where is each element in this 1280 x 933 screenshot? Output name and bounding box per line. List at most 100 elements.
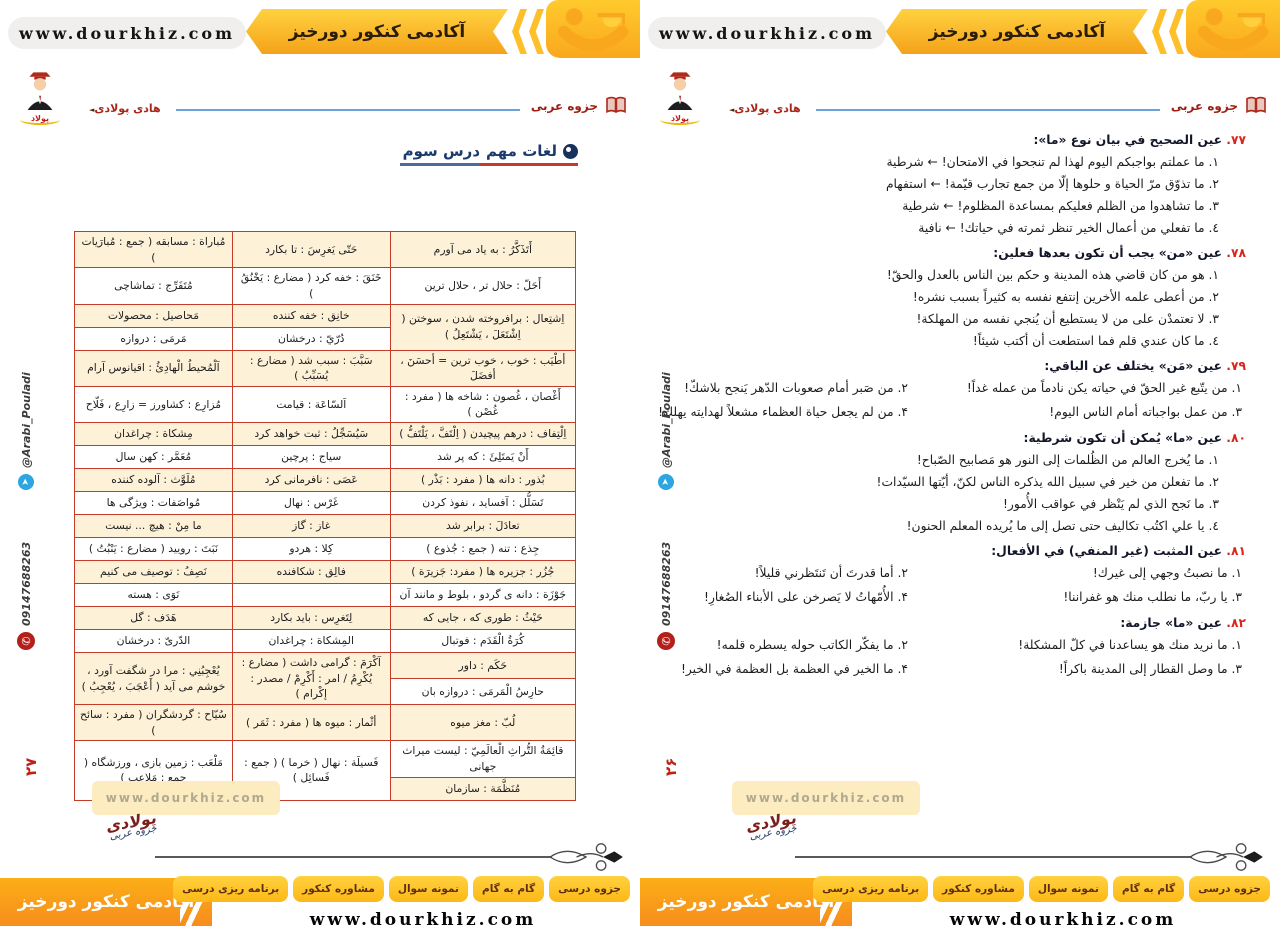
question-option: ١. ما نريد منك هو يساعدنا في كلّ المشكلة… — [1018, 638, 1242, 652]
vocab-cell: قائِمَةُ التُّراثِ الْعالَمِيّ : لیست می… — [389, 740, 577, 778]
page-header: جزوه عربی هادی پولادی پولاد — [8, 72, 630, 128]
vocab-table: أَتَذَكَّرُ : به یاد می آورم حَتّی یَغرِس… — [74, 230, 577, 801]
vocab-cell: کُرَةُ الْقَدَم : فوتبال — [389, 629, 577, 654]
vocab-cell: عَصَی : نافرمانی کرد — [231, 468, 391, 493]
vocab-cell: دُرّيّ : درخشان — [231, 326, 391, 351]
vocab-cell: حَیْثُ : طوری که ، جایی که — [389, 606, 577, 631]
vocab-cell: غاز : گاز — [231, 514, 391, 539]
vocab-cell: أَحَلّ : حلال تر ، حلال ترین — [389, 267, 577, 305]
vocab-cell: سَیُسَجِّلُ : ثبت خواهد کرد — [231, 422, 391, 447]
vocab-cell: أَغْصان ، غُصون : شاخه ها ( مفرد : غُصْن… — [389, 385, 577, 424]
footer-tab: مشاوره کنکور — [933, 876, 1024, 902]
vocab-cell: جِذع : تنه ( جمع : جُذوع ) — [389, 537, 577, 562]
vocab-cell: آکْرَمَ : گرامی داشت ( مضارع : یُکْرِمُ … — [231, 652, 391, 706]
question-option: ٢. من صَبر أمام صعوبات الدّهر يَنجح بلاش… — [684, 381, 908, 395]
vocab-cell: مُواصَفات : ویژگی ها — [74, 491, 233, 516]
question: ٧٧. عين الصحيح في بيان نوع «ما»: ١. ما عم… — [656, 129, 1246, 239]
page-number: ۲۶ — [662, 757, 680, 776]
book-icon — [1246, 96, 1266, 114]
vocab-cell: سَبَّبَ : سبب شد ( مضارع : یُسَبِّبُ ) — [231, 349, 391, 387]
vocab-cell: مَرمَی : دروازه — [74, 326, 233, 351]
booklet-title: جزوه عربی — [1170, 99, 1238, 113]
site-url-pill: www.dourkhiz.com — [8, 17, 246, 49]
pouladi-mascot-icon: پولاد — [660, 70, 700, 126]
question-option: ۴. الأُمّهاتُ لا يَصرخن على الأبناء الصُ… — [704, 590, 908, 604]
watermark: www.dourkhiz.com — [92, 781, 280, 815]
question-option: ١. هو من كان قاضي هذه المدينة و حكم بين … — [886, 268, 1219, 282]
vocab-cell: تعادَلَ : برابر شد — [389, 514, 577, 539]
header-divider — [816, 109, 1160, 111]
vocab-cell: غَرْس : نهال — [231, 491, 391, 516]
footer-tab: مشاوره کنکور — [293, 876, 384, 902]
vocab-cell: مُلَوَّث : آلوده کننده — [74, 468, 233, 493]
chevron-icon — [1152, 9, 1167, 54]
question-number: ٨١. — [1222, 544, 1246, 558]
vocab-cell: أثْمار : میوه ها ( مفرد : ثَمَر ) — [231, 704, 391, 742]
question: ٨١. عين المثبت (غير المنفي) في الأفعال: ١… — [656, 540, 1246, 608]
author-name: هادی پولادی — [86, 102, 160, 115]
question-stem: ٧٧. عين الصحيح في بيان نوع «ما»: — [1033, 133, 1246, 147]
question-option: ١. ما يُخرج العالم من الظُلمات إلى النور… — [916, 453, 1219, 467]
vocab-cell: المِشکاة : چراغدان — [231, 629, 391, 654]
telegram-icon: ➤ — [18, 474, 34, 490]
vocab-cell: لِتَغرِس : باید بکارد — [231, 606, 391, 631]
flourish-icon — [1188, 843, 1263, 871]
vocab-cell: یُعْجِبُنِي : مرا در شگفت آورد ، خوشم می… — [74, 652, 233, 706]
lesson-title-accent: درس سوم — [402, 142, 481, 160]
question-option: ٤. ما كان عندي قلم فما استطعت أن أكتب شي… — [972, 334, 1219, 348]
academy-ribbon: آکادمی کنکور دورخیز — [886, 9, 1148, 54]
book-icon — [606, 96, 626, 114]
vocab-cell: تَسَلُّل : آفساید ، نفوذ کردن — [389, 491, 577, 516]
vocab-cell: سُیّاح : گردشگران ( مفرد : سائح ) — [74, 704, 233, 742]
phone-icon: ✆ — [17, 632, 35, 650]
ornament-rule — [155, 856, 552, 858]
footer-tab: جزوه درسی — [1189, 876, 1270, 902]
vocab-cell: مُعَمَّر : کهن سال — [74, 445, 233, 470]
phone-icon: ✆ — [657, 632, 675, 650]
vocab-cell: ما مِنْ : هیچ ... نیست — [74, 514, 233, 539]
vocab-cell: خَنَقَ : خفه کرد ( مضارع : یَخْنُقُ ) — [231, 267, 391, 305]
academy-ribbon: آکادمی کنکور دورخیز — [246, 9, 508, 54]
question-option: ٢. من أعطى علمه الأخرين إنتفع نفسه به كث… — [912, 290, 1219, 304]
question-stem: ٨٠. عين «ما» يُمكن أن تكون شرطية: — [1023, 431, 1246, 445]
vocab-cell: الدّریّ : درخشان — [74, 629, 233, 654]
dourkhiz-smiley-logo-icon — [546, 0, 640, 58]
question-stem: ٧٨. عين «من» يجب أن تكون بعدها فعلين: — [993, 246, 1246, 260]
lesson-title: لغات مهم درس سوم — [400, 142, 578, 166]
question-number: ٧٧. — [1222, 133, 1246, 147]
question-option: ١. من يتّبع غير الحقّ في حياته يكن نادما… — [966, 381, 1242, 395]
vocab-cell: أطْیَب : خوب ، خوب ترین = أحسَنَ ، أفضَل… — [389, 349, 577, 387]
vocab-cell: اَلسّاعَة : قیامت — [231, 385, 391, 424]
question-stem: ٨٢. عين «ما» جازمة: — [1120, 616, 1246, 630]
chevron-icon — [529, 9, 544, 54]
site-url-pill: www.dourkhiz.com — [648, 17, 886, 49]
vocab-cell: کِلا : هردو — [231, 537, 391, 562]
vocab-cell: مُباراة : مسابقه ( جمع : مُبارَیات ) — [74, 230, 233, 269]
vocab-cell: لُبّ : مغز میوه — [389, 704, 577, 742]
vocab-cell: مَحاصیل : محصولات — [74, 303, 233, 328]
signature: پولادی جزوه عربی — [106, 807, 158, 843]
footer-menu: آکادمی کنکور دورخیز جزوه درسی گام به گام ن… — [640, 873, 1280, 933]
mascot-badge: پولاد — [660, 114, 700, 125]
phone-number: ✆ 09147688263 — [17, 542, 35, 650]
footer-tabs: جزوه درسی گام به گام نمونه سوال مشاوره کنکو… — [173, 876, 630, 902]
question-option: ٤. يا علي اكتُب تكاليف حتى تصل إلى ما يُ… — [906, 519, 1219, 533]
footer-url: www.dourkhiz.com — [309, 910, 537, 930]
telegram-handle: ➤ @Arabi_Pouladi — [658, 372, 674, 490]
chevron-icon — [1169, 9, 1184, 54]
dourkhiz-smiley-logo-icon — [1186, 0, 1280, 58]
page-number: ۲۷ — [22, 757, 40, 776]
footer-url: www.dourkhiz.com — [949, 910, 1177, 930]
question: ٨٢. عين «ما» جازمة: ١. ما نريد منك هو يسا… — [656, 612, 1246, 680]
footer-tab: برنامه ریزی درسی — [173, 876, 289, 902]
title-underline — [400, 163, 578, 166]
telegram-handle: ➤ @Arabi_Pouladi — [18, 372, 34, 490]
questions-area: ٧٧. عين الصحيح في بيان نوع «ما»: ١. ما عم… — [656, 129, 1246, 684]
vocab-cell — [231, 583, 391, 608]
question-option: ١. ما نصبتُ وجهي إلى غيرك! — [1092, 566, 1242, 580]
phone-number: ✆ 09147688263 — [657, 542, 675, 650]
footer-tab: برنامه ریزی درسی — [813, 876, 929, 902]
author-name: هادی پولادی — [726, 102, 800, 115]
question-option: ۴. من لم يجعل حياة العظماء مشعلاً لهدايت… — [658, 405, 908, 419]
footer-tab: نمونه سوال — [388, 876, 468, 902]
